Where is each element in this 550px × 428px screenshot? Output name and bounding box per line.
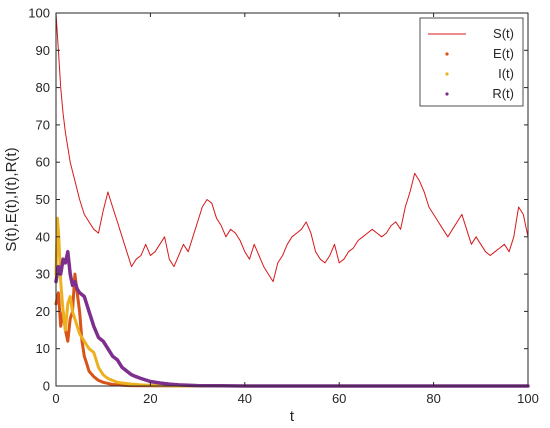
- legend-marker-2: [445, 52, 449, 56]
- y-tick-label: 90: [36, 43, 50, 58]
- x-tick-label: 80: [426, 391, 440, 406]
- legend-box: [419, 17, 524, 107]
- legend-label-2: E(t): [493, 46, 514, 61]
- tick-layer: 0 20 40 60 80 100 0 10 20 30 40 50 60 70 80 90 100: [28, 6, 539, 407]
- y-tick-label: 70: [36, 117, 50, 132]
- y-tick-label: 10: [36, 341, 50, 356]
- legend-label-1: S(t): [493, 26, 514, 41]
- y-tick-label: 100: [28, 6, 50, 21]
- y-tick-label: 20: [36, 304, 50, 319]
- legend-label-3: I(t): [498, 66, 514, 81]
- legend: S(t) E(t) I(t) R(t): [419, 17, 524, 107]
- y-tick-label: 60: [36, 155, 50, 170]
- legend-label-4: R(t): [492, 86, 514, 101]
- x-tick-label: 0: [52, 391, 59, 406]
- y-tick-label: 80: [36, 80, 50, 95]
- x-tick-label: 20: [143, 391, 157, 406]
- y-tick-label: 40: [36, 229, 50, 244]
- x-tick-label: 60: [332, 391, 346, 406]
- legend-marker-3: [445, 72, 449, 76]
- x-tick-label: 40: [238, 391, 252, 406]
- x-tick-label: 100: [517, 391, 539, 406]
- legend-marker-4: [445, 92, 449, 96]
- y-tick-label: 50: [36, 192, 50, 207]
- y-tick-label: 0: [43, 379, 50, 394]
- y-axis-label: S(t),E(t),I(t),R(t): [3, 147, 20, 251]
- series-line-1: [55, 12, 529, 283]
- y-tick-label: 30: [36, 267, 50, 282]
- x-axis-label: t: [290, 408, 295, 425]
